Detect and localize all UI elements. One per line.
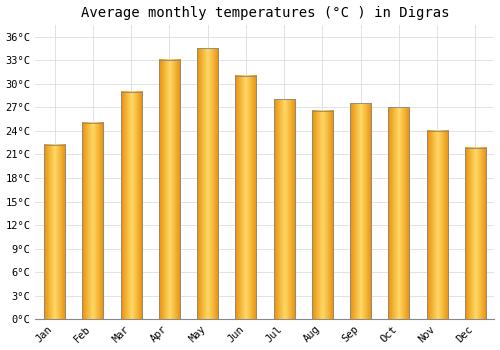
- Bar: [197, 48, 218, 319]
- Bar: [44, 145, 65, 319]
- Bar: [350, 103, 371, 319]
- Bar: [388, 107, 409, 319]
- Bar: [312, 111, 333, 319]
- Title: Average monthly temperatures (°C ) in Digras: Average monthly temperatures (°C ) in Di…: [80, 6, 449, 20]
- Bar: [120, 92, 142, 319]
- Bar: [274, 99, 294, 319]
- Bar: [426, 131, 448, 319]
- Bar: [465, 148, 486, 319]
- Bar: [159, 60, 180, 319]
- Bar: [236, 76, 256, 319]
- Bar: [82, 123, 103, 319]
